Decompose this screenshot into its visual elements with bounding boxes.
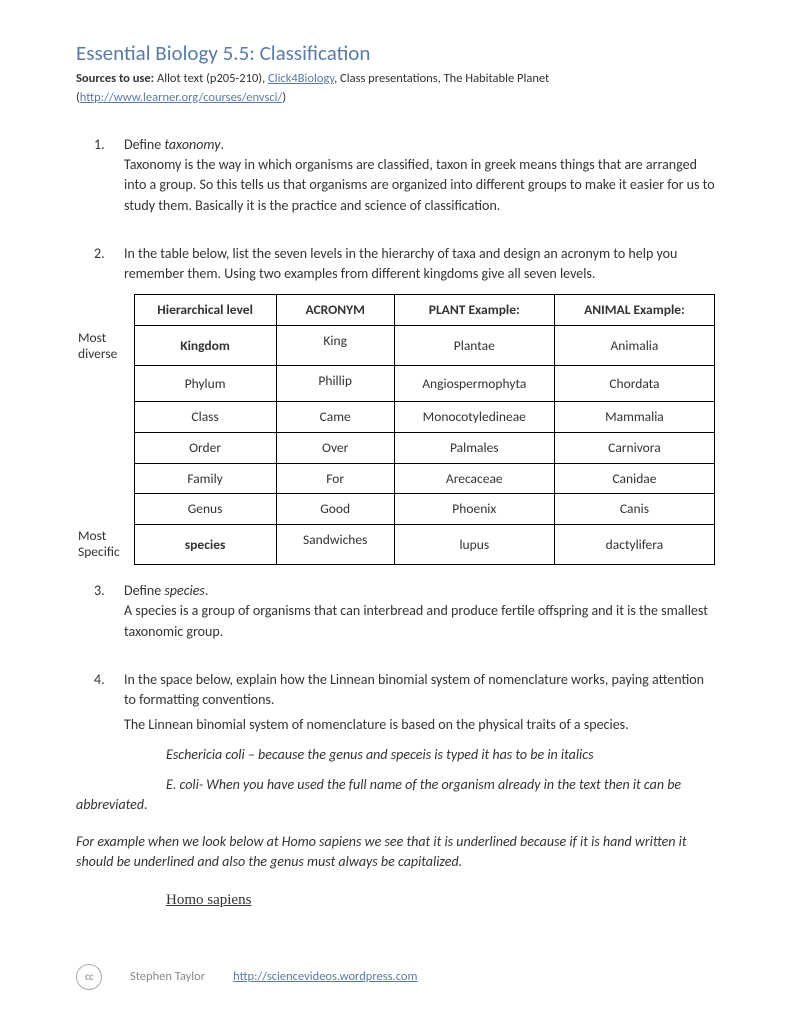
q1-prompt-pre: Define [124, 136, 164, 153]
side-most-specific: Most Specific [76, 524, 134, 564]
q4-italic-2: E. coli- When you have used the full nam… [76, 775, 715, 816]
cell-hier-1: Phylum [134, 366, 276, 402]
cell-hier-4: Family [134, 463, 276, 494]
cell-hier-6: species [134, 524, 276, 564]
q4-example: For example when we look below at Homo s… [76, 832, 715, 873]
cell-acr-3: Over [276, 432, 394, 463]
cell-animal-1: Chordata [554, 366, 714, 402]
cell-animal-0: Animalia [554, 326, 714, 366]
cell-animal-5: Canis [554, 494, 714, 525]
link-click4biology[interactable]: Click4Biology [268, 71, 334, 86]
sources-text-3: ) [282, 90, 286, 105]
q4-example-term: Homo sapiens [282, 833, 362, 850]
cell-acr-6: Sandwiches [276, 524, 394, 564]
footer-author: Stephen Taylor [130, 968, 205, 986]
q3-answer: A species is a group of organisms that c… [124, 601, 715, 642]
cell-hier-3: Order [134, 432, 276, 463]
th-acronym: ACRONYM [276, 295, 394, 326]
cell-acr-0: King [276, 326, 394, 366]
footer-link[interactable]: http://sciencevideos.wordpress.com [233, 968, 417, 986]
question-3: 3. Define species. A species is a group … [76, 581, 715, 642]
th-plant: PLANT Example: [394, 295, 554, 326]
q2-number: 2. [94, 244, 105, 264]
cell-plant-1: Angiospermophyta [394, 366, 554, 402]
cell-plant-0: Plantae [394, 326, 554, 366]
cell-plant-2: Monocotyledineae [394, 402, 554, 433]
q1-term: taxonomy [164, 136, 220, 153]
cell-acr-2: Came [276, 402, 394, 433]
q3-prompt-pre: Define [124, 582, 164, 599]
cell-hier-0: Kingdom [134, 326, 276, 366]
question-1: 1. Define taxonomy. Taxonomy is the way … [76, 135, 715, 216]
cell-plant-5: Phoenix [394, 494, 554, 525]
q3-prompt-post: . [205, 582, 209, 599]
q1-number: 1. [94, 135, 105, 155]
cell-hier-5: Genus [134, 494, 276, 525]
q1-answer: Taxonomy is the way in which organisms a… [124, 155, 715, 216]
sources-label: Sources to use: [76, 71, 154, 86]
cell-plant-3: Palmales [394, 432, 554, 463]
cell-animal-6: dactylifera [554, 524, 714, 564]
q4-number: 4. [94, 670, 105, 690]
side-most-diverse: Most diverse [76, 326, 134, 366]
cc-icon: cc [76, 964, 102, 990]
cell-animal-4: Canidae [554, 463, 714, 494]
q4-italic-2-lead: E. coli- When you have used the full nam… [76, 775, 664, 795]
cell-hier-2: Class [134, 402, 276, 433]
sources-text-1: Allot text (p205-210), [154, 71, 268, 86]
cell-acr-1: Phillip [276, 366, 394, 402]
page-footer: cc Stephen Taylor http://sciencevideos.w… [76, 964, 715, 990]
cell-plant-4: Arecaceae [394, 463, 554, 494]
q4-prompt: In the space below, explain how the Linn… [124, 670, 715, 711]
cell-animal-3: Carnivora [554, 432, 714, 463]
question-4: 4. In the space below, explain how the L… [76, 670, 715, 735]
q4-italic-1: Eschericia coli – because the genus and … [76, 745, 715, 765]
q3-term: species [164, 582, 205, 599]
cell-acr-5: Good [276, 494, 394, 525]
sources-line: Sources to use: Allot text (p205-210), C… [76, 70, 715, 106]
q4-body: The Linnean binomial system of nomenclat… [124, 715, 715, 735]
th-hier: Hierarchical level [134, 295, 276, 326]
handwritten-homo-sapiens: Homo sapiens [166, 890, 251, 912]
q3-number: 3. [94, 581, 105, 601]
cell-plant-6: lupus [394, 524, 554, 564]
taxa-table: Hierarchical level ACRONYM PLANT Example… [76, 294, 715, 565]
cell-animal-2: Mammalia [554, 402, 714, 433]
q4-example-pre: For example when we look below at [76, 833, 282, 850]
q2-prompt: In the table below, list the seven level… [124, 244, 715, 285]
link-learner[interactable]: http://www.learner.org/courses/envsci/ [80, 90, 283, 105]
page-title: Essential Biology 5.5: Classification [76, 38, 715, 68]
q1-prompt-post: . [221, 136, 225, 153]
question-2: 2. In the table below, list the seven le… [76, 244, 715, 285]
th-animal: ANIMAL Example: [554, 295, 714, 326]
cell-acr-4: For [276, 463, 394, 494]
